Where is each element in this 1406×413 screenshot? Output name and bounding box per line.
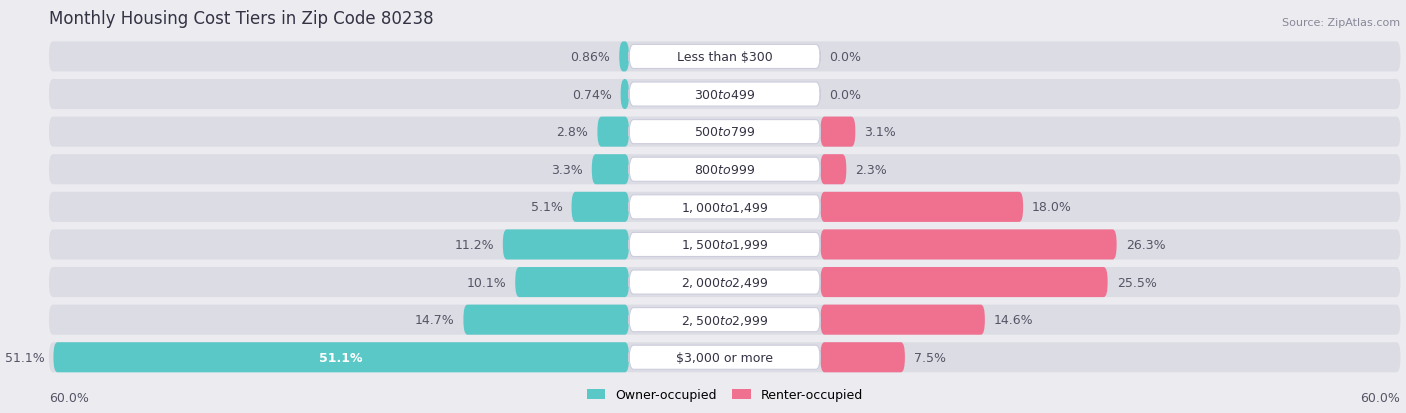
Text: 18.0%: 18.0%: [1032, 201, 1071, 214]
Text: $500 to $799: $500 to $799: [695, 126, 755, 139]
FancyBboxPatch shape: [821, 155, 846, 185]
Text: 26.3%: 26.3%: [1126, 238, 1166, 252]
Text: 10.1%: 10.1%: [467, 276, 506, 289]
FancyBboxPatch shape: [49, 305, 1400, 335]
FancyBboxPatch shape: [628, 195, 821, 219]
FancyBboxPatch shape: [628, 120, 821, 144]
Text: $300 to $499: $300 to $499: [695, 88, 755, 101]
Text: $3,000 or more: $3,000 or more: [676, 351, 773, 364]
Legend: Owner-occupied, Renter-occupied: Owner-occupied, Renter-occupied: [586, 388, 863, 401]
Text: 51.1%: 51.1%: [4, 351, 45, 364]
Text: $800 to $999: $800 to $999: [695, 163, 755, 176]
Text: $2,000 to $2,499: $2,000 to $2,499: [681, 275, 769, 290]
FancyBboxPatch shape: [821, 117, 855, 147]
FancyBboxPatch shape: [821, 305, 984, 335]
FancyBboxPatch shape: [821, 342, 905, 373]
FancyBboxPatch shape: [49, 230, 1400, 260]
Text: Source: ZipAtlas.com: Source: ZipAtlas.com: [1282, 18, 1400, 28]
Text: 2.3%: 2.3%: [855, 163, 887, 176]
FancyBboxPatch shape: [515, 267, 628, 297]
FancyBboxPatch shape: [571, 192, 628, 222]
Text: 60.0%: 60.0%: [1361, 391, 1400, 404]
Text: Monthly Housing Cost Tiers in Zip Code 80238: Monthly Housing Cost Tiers in Zip Code 8…: [49, 10, 433, 28]
FancyBboxPatch shape: [503, 230, 628, 260]
Text: 14.7%: 14.7%: [415, 313, 454, 326]
FancyBboxPatch shape: [628, 233, 821, 257]
Text: 60.0%: 60.0%: [49, 391, 89, 404]
FancyBboxPatch shape: [628, 45, 821, 69]
Text: 51.1%: 51.1%: [319, 351, 363, 364]
Text: 2.8%: 2.8%: [557, 126, 589, 139]
FancyBboxPatch shape: [49, 80, 1400, 110]
FancyBboxPatch shape: [619, 42, 628, 72]
Text: $2,500 to $2,999: $2,500 to $2,999: [681, 313, 769, 327]
FancyBboxPatch shape: [49, 192, 1400, 222]
FancyBboxPatch shape: [628, 83, 821, 107]
FancyBboxPatch shape: [49, 117, 1400, 147]
Text: 3.1%: 3.1%: [865, 126, 896, 139]
Text: Less than $300: Less than $300: [676, 51, 772, 64]
FancyBboxPatch shape: [628, 271, 821, 294]
FancyBboxPatch shape: [821, 267, 1108, 297]
FancyBboxPatch shape: [53, 342, 628, 373]
FancyBboxPatch shape: [821, 230, 1116, 260]
Text: 5.1%: 5.1%: [530, 201, 562, 214]
FancyBboxPatch shape: [49, 42, 1400, 72]
FancyBboxPatch shape: [628, 308, 821, 332]
Text: $1,500 to $1,999: $1,500 to $1,999: [681, 238, 769, 252]
FancyBboxPatch shape: [592, 155, 628, 185]
Text: 0.0%: 0.0%: [830, 88, 862, 101]
Text: $1,000 to $1,499: $1,000 to $1,499: [681, 200, 769, 214]
Text: 25.5%: 25.5%: [1116, 276, 1157, 289]
FancyBboxPatch shape: [628, 158, 821, 182]
Text: 14.6%: 14.6%: [994, 313, 1033, 326]
FancyBboxPatch shape: [821, 192, 1024, 222]
FancyBboxPatch shape: [49, 267, 1400, 297]
FancyBboxPatch shape: [620, 80, 628, 110]
FancyBboxPatch shape: [628, 345, 821, 369]
Text: 11.2%: 11.2%: [454, 238, 494, 252]
Text: 3.3%: 3.3%: [551, 163, 582, 176]
Text: 0.86%: 0.86%: [571, 51, 610, 64]
Text: 0.0%: 0.0%: [830, 51, 862, 64]
FancyBboxPatch shape: [49, 342, 1400, 373]
FancyBboxPatch shape: [464, 305, 628, 335]
Text: 7.5%: 7.5%: [914, 351, 946, 364]
Text: 0.74%: 0.74%: [572, 88, 612, 101]
FancyBboxPatch shape: [49, 155, 1400, 185]
FancyBboxPatch shape: [598, 117, 628, 147]
